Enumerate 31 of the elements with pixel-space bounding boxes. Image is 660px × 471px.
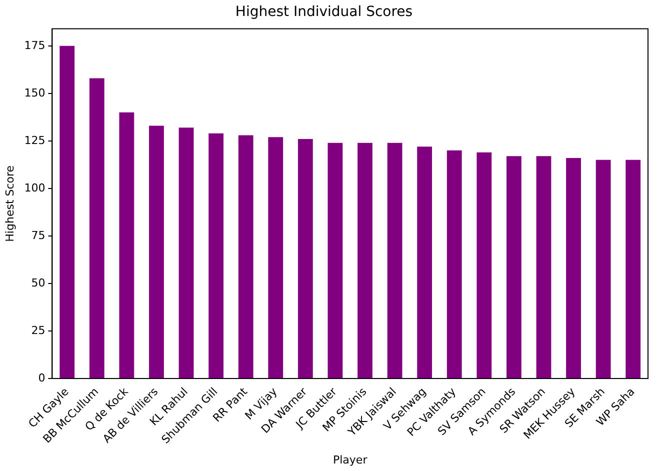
bar <box>60 46 75 378</box>
y-tick-label: 100 <box>24 181 46 194</box>
bar <box>626 160 641 378</box>
y-axis-title: Highest Score <box>3 165 16 242</box>
bar <box>506 156 522 378</box>
bar <box>89 78 104 378</box>
bar <box>387 142 402 378</box>
bar <box>178 128 194 378</box>
y-tick-label: 25 <box>31 324 46 337</box>
y-tick-label: 125 <box>24 134 46 147</box>
bar <box>208 133 224 378</box>
bar <box>536 156 552 378</box>
y-tick-label: 75 <box>31 228 46 242</box>
bar <box>149 126 164 378</box>
bar <box>298 139 313 378</box>
chart-title: Highest Individual Scores <box>235 4 413 20</box>
y-tick-label: 0 <box>38 371 46 384</box>
y-tick-label: 175 <box>24 38 46 52</box>
bar <box>119 112 134 378</box>
bar <box>328 142 343 378</box>
y-tick-label: 50 <box>31 276 46 290</box>
bar <box>566 158 581 378</box>
bar <box>596 160 611 378</box>
bar <box>417 146 432 378</box>
bar <box>476 152 492 378</box>
bar <box>446 150 462 378</box>
bar <box>358 142 372 378</box>
y-tick-label: 150 <box>24 86 46 100</box>
bar <box>238 135 254 378</box>
bar <box>268 137 284 378</box>
x-axis-title: Player <box>332 453 368 466</box>
